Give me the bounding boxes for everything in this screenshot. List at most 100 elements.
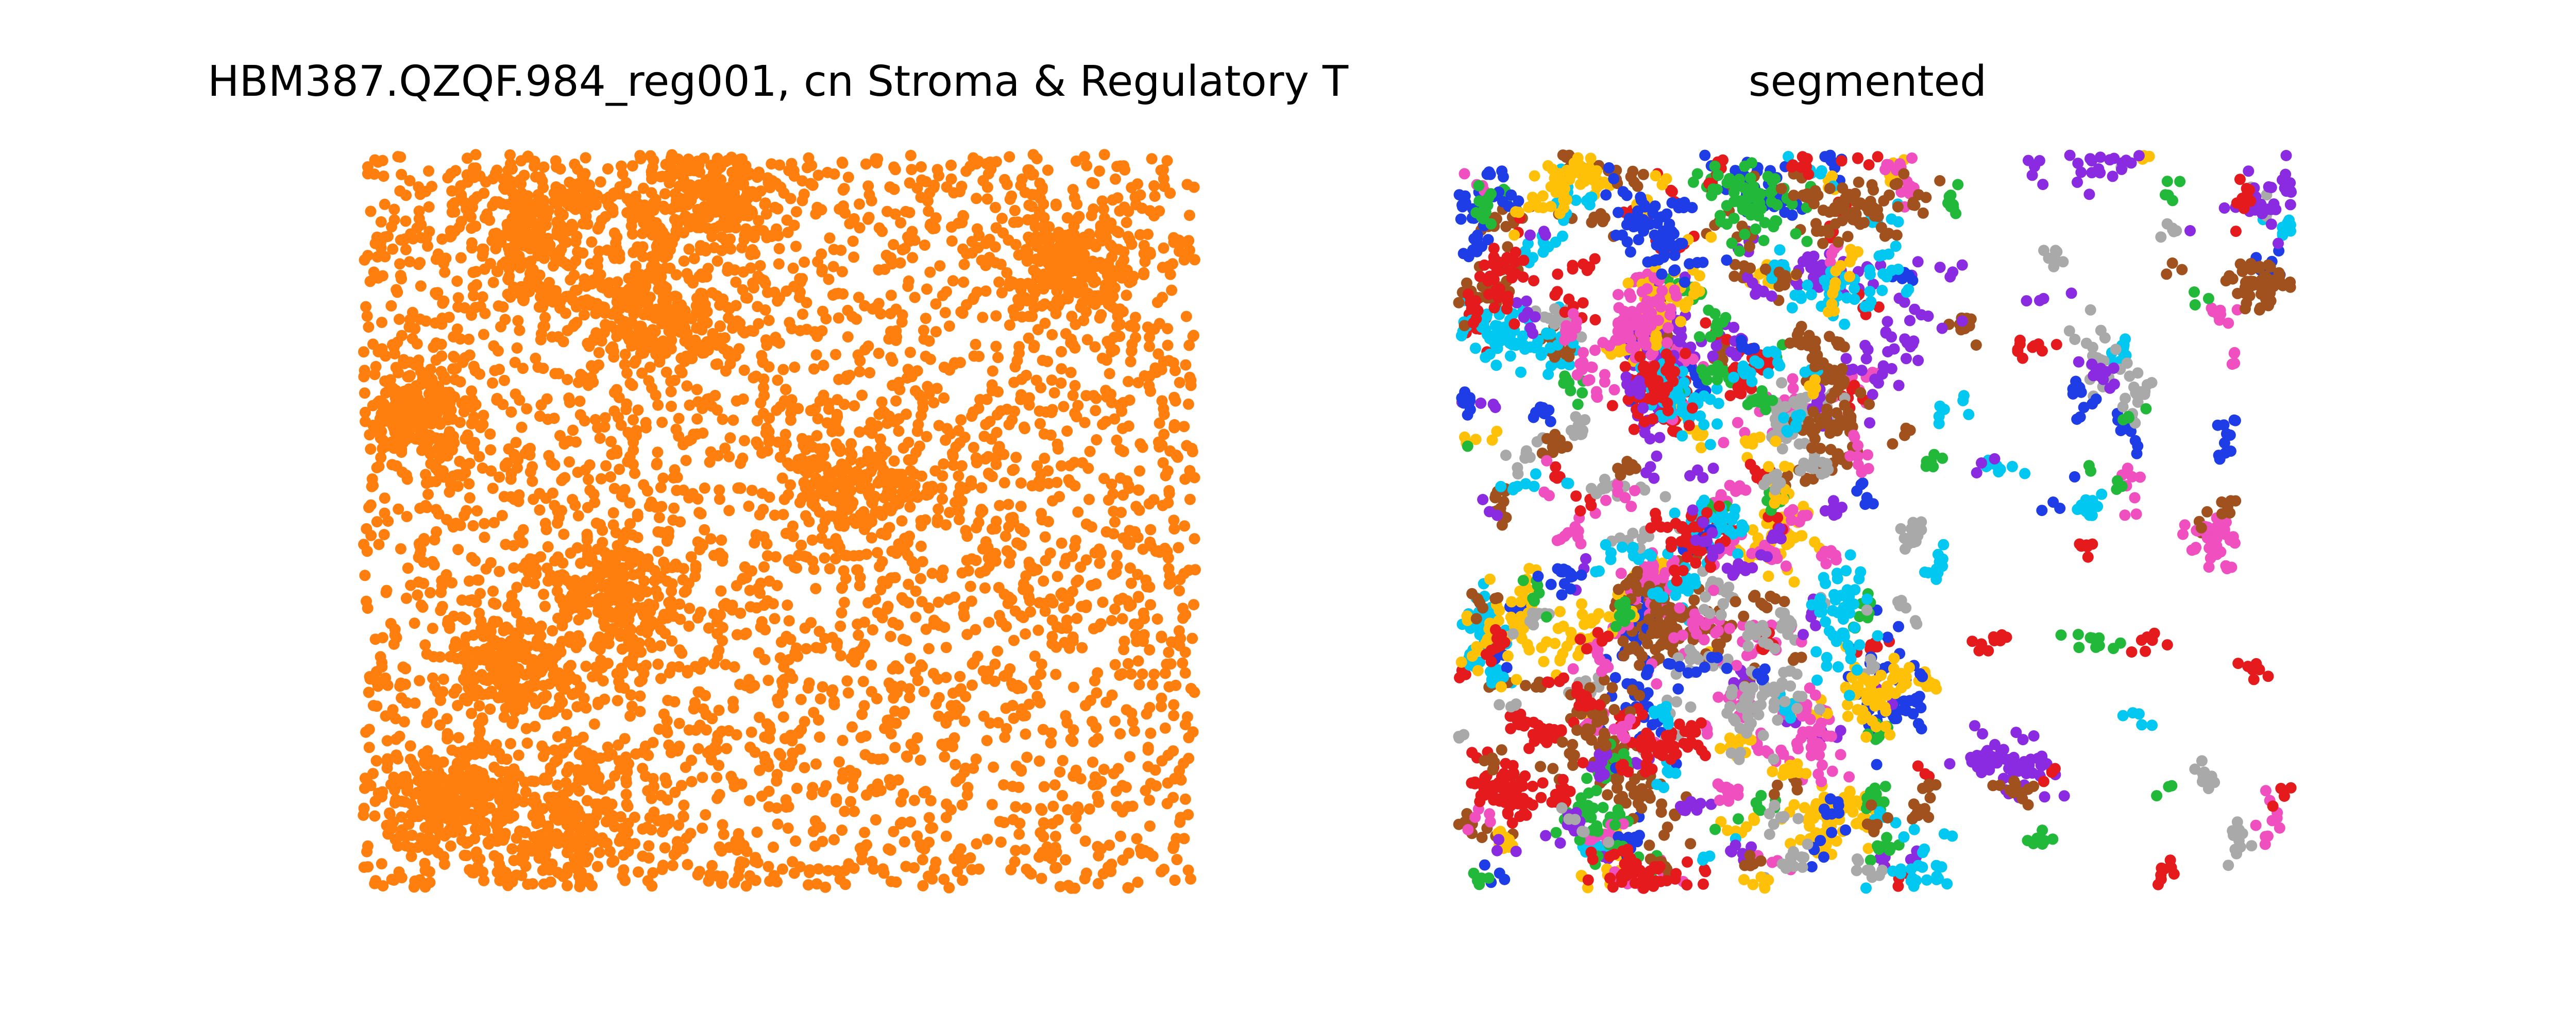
cell-point	[1132, 655, 1144, 667]
cell-point	[376, 317, 387, 328]
cell-point	[1178, 568, 1190, 579]
cell-point	[773, 258, 785, 270]
cell-point	[389, 348, 400, 359]
cell-point	[704, 456, 716, 468]
cell-point	[488, 850, 500, 862]
cell-point	[816, 532, 827, 544]
cell-point	[883, 333, 895, 345]
cell-point	[470, 846, 482, 858]
cell-point	[758, 561, 770, 573]
cell-point	[1183, 210, 1195, 221]
cell-point	[1049, 254, 1061, 266]
cell-point	[1189, 533, 1200, 545]
cell-point	[638, 667, 650, 679]
cell-point	[567, 424, 579, 436]
cell-point	[450, 165, 462, 177]
cell-point	[743, 501, 755, 512]
cell-point	[1007, 781, 1019, 792]
cell-point	[1118, 644, 1130, 656]
cell-point	[888, 239, 900, 250]
cell-point	[948, 852, 960, 864]
cell-point	[519, 195, 531, 207]
cell-point	[762, 675, 774, 686]
cell-point	[803, 677, 815, 689]
cell-point	[1177, 603, 1189, 614]
cell-point	[1032, 324, 1044, 336]
cell-point	[706, 860, 718, 871]
cell-point	[896, 486, 908, 498]
cell-point	[412, 842, 424, 853]
cell-point	[512, 462, 523, 474]
cell-point	[921, 283, 933, 295]
cell-point	[489, 635, 501, 647]
cell-point	[948, 358, 960, 370]
cell-point	[1062, 241, 1074, 252]
cell-point	[529, 680, 541, 692]
cell-point	[763, 785, 775, 797]
cell-point	[1063, 642, 1075, 654]
cell-point	[606, 449, 618, 460]
cell-point	[797, 308, 808, 320]
cell-point	[960, 762, 972, 774]
cell-point	[1067, 770, 1079, 782]
cell-point	[376, 791, 387, 803]
cell-point	[682, 859, 693, 870]
cell-point	[785, 460, 796, 472]
cell-point	[621, 367, 633, 379]
cell-point	[799, 716, 810, 728]
cell-point	[933, 170, 945, 182]
cell-point	[1114, 670, 1126, 681]
cell-point	[915, 540, 927, 552]
cell-point	[616, 595, 628, 607]
cell-point	[599, 327, 611, 338]
cell-point	[1182, 864, 1194, 876]
cell-point	[1160, 470, 1172, 482]
cell-point	[912, 419, 924, 431]
cell-point	[402, 371, 414, 383]
cell-point	[1008, 712, 1020, 724]
cell-point	[740, 880, 752, 892]
cell-point	[680, 455, 692, 467]
cell-point	[456, 611, 468, 623]
cell-point	[585, 582, 597, 594]
cell-point	[837, 157, 849, 169]
cell-point	[799, 762, 810, 774]
cell-point	[1030, 374, 1042, 386]
cell-point	[904, 501, 916, 513]
cell-point	[750, 370, 762, 382]
cell-point	[905, 149, 917, 161]
cell-point	[420, 864, 432, 876]
cell-point	[386, 459, 398, 471]
cell-point	[595, 607, 607, 619]
cell-point	[651, 459, 663, 471]
cell-point	[938, 873, 950, 885]
cell-point	[673, 717, 685, 729]
cell-point	[1166, 284, 1178, 296]
cell-point	[1055, 588, 1067, 600]
cell-point	[1123, 205, 1134, 217]
cell-point	[600, 596, 612, 608]
cell-point	[815, 821, 826, 833]
cell-point	[1046, 374, 1058, 386]
cell-point	[632, 404, 644, 416]
cell-point	[551, 754, 563, 766]
cell-point	[499, 374, 510, 386]
cell-point	[1025, 606, 1037, 618]
cell-point	[1026, 169, 1038, 181]
cell-point	[915, 573, 926, 585]
cell-point	[694, 686, 706, 698]
cell-point	[748, 282, 759, 294]
cell-point	[794, 743, 806, 755]
cell-point	[641, 306, 653, 318]
cell-point	[570, 436, 582, 448]
cell-point	[387, 243, 399, 255]
cell-point	[1147, 850, 1159, 862]
cell-point	[1149, 191, 1161, 202]
cell-point	[557, 473, 569, 485]
cell-point	[1003, 521, 1014, 533]
cell-point	[940, 672, 952, 683]
cell-point	[804, 864, 816, 876]
cell-point	[668, 502, 680, 514]
cell-point	[738, 364, 750, 376]
cell-point	[394, 414, 406, 425]
